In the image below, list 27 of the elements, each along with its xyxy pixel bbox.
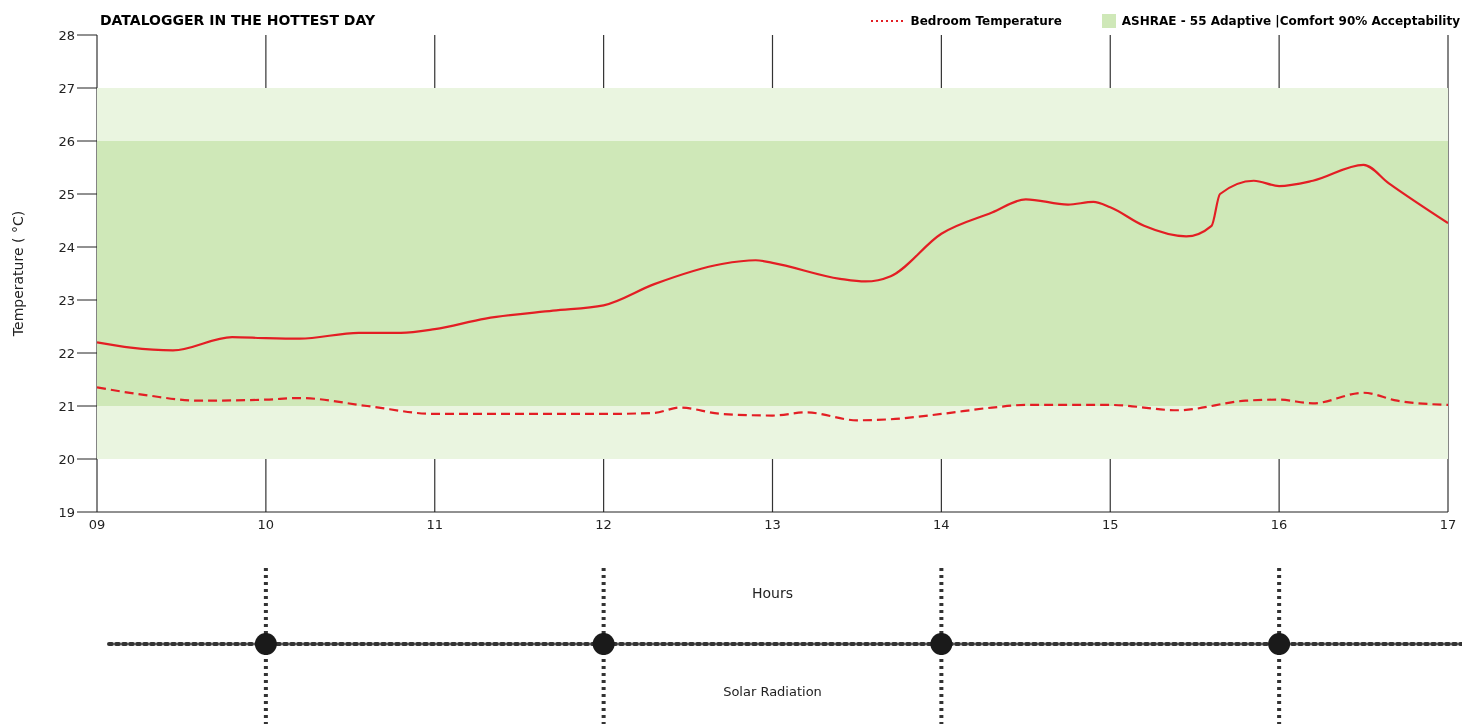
x-tick-label: 09 xyxy=(88,517,106,533)
y-tick-label: 25 xyxy=(58,186,75,202)
legend-label: ASHRAE - 55 Adaptive |Comfort 90% Acceptability xyxy=(1121,14,1460,28)
x-tick-label: 12 xyxy=(595,517,612,533)
x-tick-label: 17 xyxy=(1439,517,1457,533)
x-tick-label: 11 xyxy=(426,517,444,533)
x-tick-label: 16 xyxy=(1270,517,1288,533)
y-tick-label: 19 xyxy=(58,504,75,520)
x-tick-label: 13 xyxy=(764,517,781,533)
y-tick-label: 21 xyxy=(58,398,75,414)
y-tick-label: 27 xyxy=(58,80,75,96)
y-tick-label: 26 xyxy=(58,133,75,149)
y-tick-label: 20 xyxy=(58,451,75,467)
line-series xyxy=(97,386,1448,422)
x-tick-label: 15 xyxy=(1101,517,1119,533)
x-axis-title: Hours xyxy=(751,585,794,601)
line-series xyxy=(97,163,1448,352)
y-tick-label: 23 xyxy=(58,292,75,308)
x-tick-label: 10 xyxy=(257,517,275,533)
y-tick-label: 28 xyxy=(58,27,75,43)
y-axis-title: Temperature ( °C) xyxy=(9,210,26,338)
legend-label: Bedroom Temperature xyxy=(910,14,1062,28)
x-tick-label: 14 xyxy=(933,517,950,533)
chart-title: DATALOGGER IN THE HOTTEST DAY xyxy=(100,12,376,28)
y-tick-label: 24 xyxy=(58,239,75,255)
text: Solar Radiation xyxy=(723,684,822,699)
y-tick-label: 22 xyxy=(58,345,75,361)
